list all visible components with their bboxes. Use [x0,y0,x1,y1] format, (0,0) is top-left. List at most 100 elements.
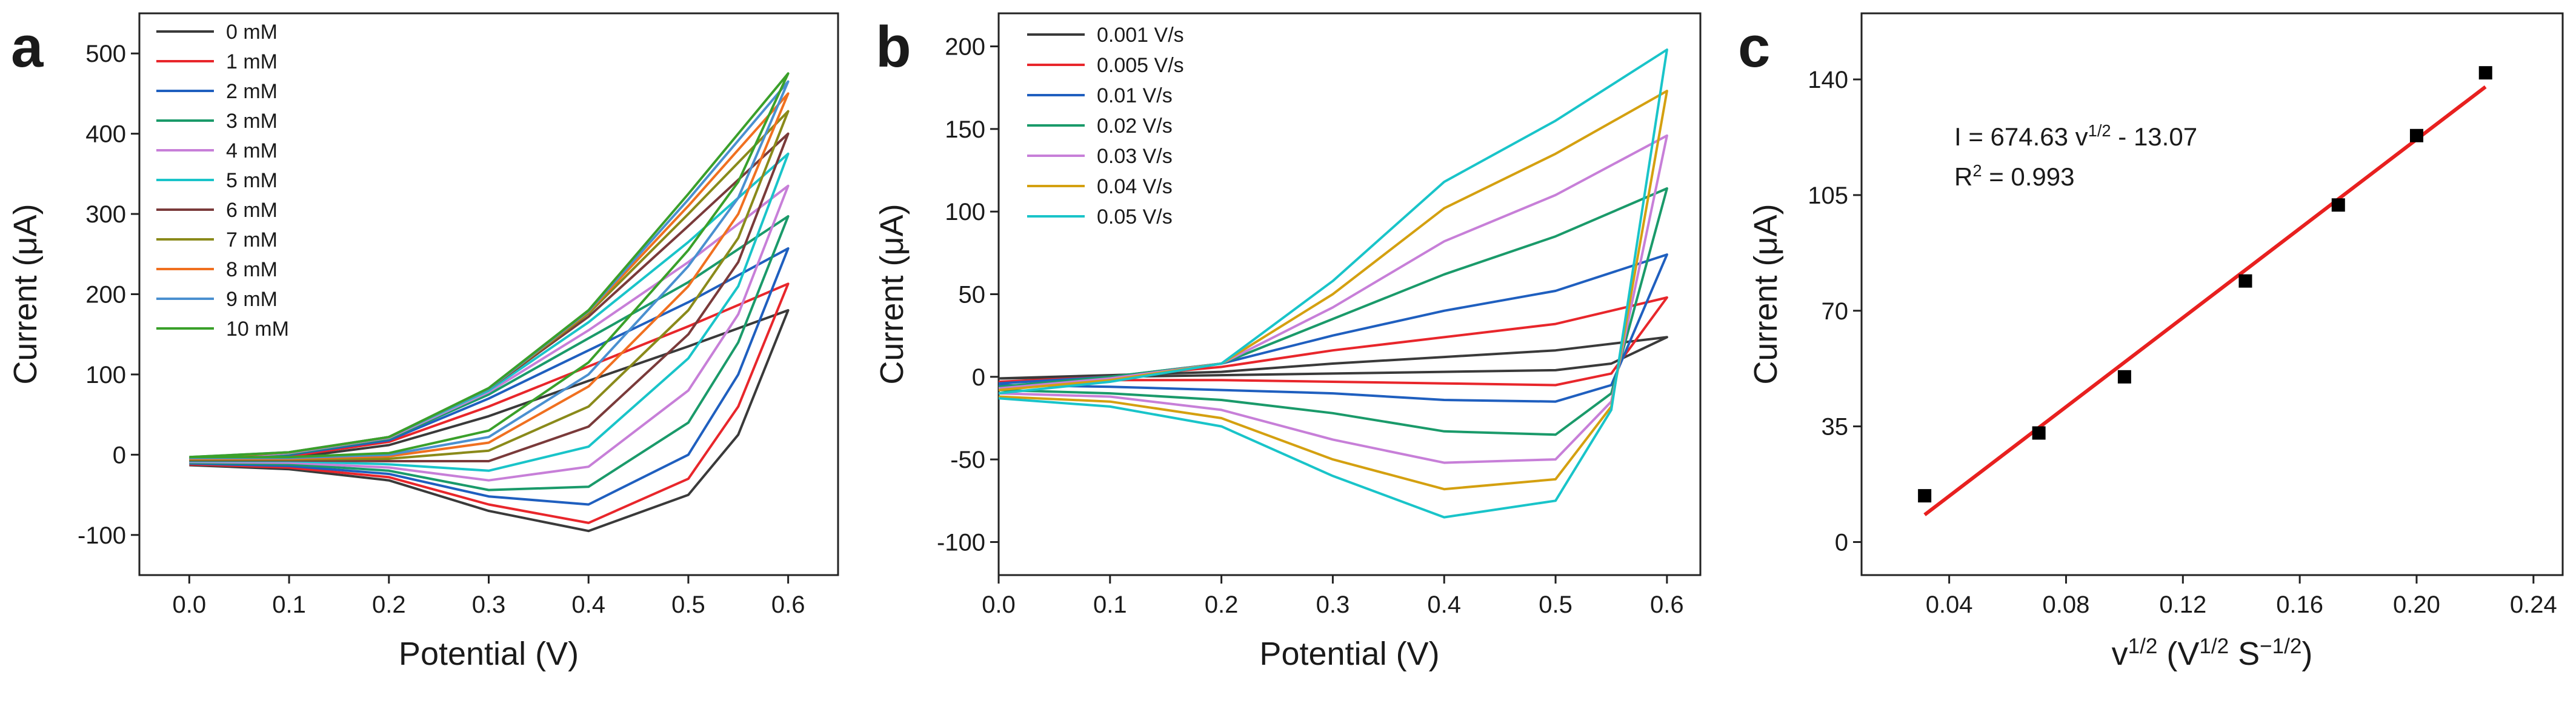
cv-curve [998,187,1668,436]
data-point [2478,66,2492,80]
y-tick-label: 400 [85,121,126,148]
cv-curve [189,152,790,472]
y-tick-label: -100 [78,522,126,549]
cv-curve [189,309,790,533]
legend-label: 0.03 V/s [1097,145,1173,168]
cv-curve [998,336,1668,380]
x-axis-label: v1/2 (V1/2 S−1/2) [2112,634,2313,673]
x-tick-label: 0.24 [2510,591,2557,618]
x-tick-label: 0.16 [2276,591,2323,618]
x-axis-label-part: S [2229,636,2260,672]
fit-line [1923,85,2487,516]
legend-label: 9 mM [226,288,278,311]
y-axis-label: Current (μA) [7,204,44,384]
annotation: R2 = 0.993 [1954,161,2075,191]
legend-label: 5 mM [226,169,278,192]
y-tick-label: 500 [85,41,126,67]
x-tick-label: 0.0 [173,591,207,618]
annotation-part: 2 [1972,161,1982,180]
x-tick-label: 0.4 [1427,591,1461,618]
y-tick-label: -100 [937,529,985,556]
legend-label: 0.005 V/s [1097,54,1184,77]
data-point [1918,489,1932,503]
x-axis-label-part: (V [2157,636,2199,672]
x-tick-label: 0.12 [2159,591,2206,618]
legend-label: 8 mM [226,258,278,281]
y-tick-label: 300 [85,201,126,228]
x-axis-label-part: 1/2 [2199,634,2229,658]
legend-label: 2 mM [226,80,278,103]
x-tick-label: 0.5 [1539,591,1573,618]
legend-label: 0.001 V/s [1097,24,1184,47]
panel-letter: c [1738,15,1770,79]
annotation-part: - 13.07 [2111,122,2197,151]
legend-label: 0.05 V/s [1097,205,1173,228]
x-axis-label: Potential (V) [1259,636,1439,672]
legend-label: 10 mM [226,318,289,341]
legend-label: 6 mM [226,199,278,222]
y-tick-label: 200 [945,34,985,61]
y-tick-label: 200 [85,282,126,308]
x-tick-label: 0.1 [1093,591,1127,618]
annotation-part: = 0.993 [1982,162,2075,191]
y-tick-label: 70 [1822,298,1849,325]
data-point [2117,370,2131,384]
y-tick-label: 35 [1822,414,1849,441]
panel-letter: b [876,15,911,79]
y-tick-label: 0 [1835,529,1848,556]
annotation: I = 674.63 v1/2 - 13.07 [1954,121,2197,151]
legend-label: 3 mM [226,110,278,133]
x-tick-label: 0.5 [671,591,705,618]
data-point [2409,128,2423,142]
x-axis-label-part: ) [2301,636,2312,672]
y-tick-label: 100 [85,362,126,388]
annotation-part: R [1954,162,1972,191]
cv-curve [189,72,790,459]
cv-curve [998,296,1668,387]
x-tick-label: 0.04 [1926,591,1973,618]
x-tick-label: 0.08 [2043,591,2090,618]
data-point [2238,274,2252,288]
x-tick-label: 0.6 [771,591,805,618]
x-tick-label: 0.2 [1205,591,1239,618]
y-tick-label: 140 [1808,67,1848,93]
annotation-part: 1/2 [2088,121,2111,140]
cv-curve [998,90,1668,491]
legend-label: 0.02 V/s [1097,115,1173,138]
plot-frame [1860,12,2564,576]
y-axis-label: Current (μA) [874,204,910,384]
x-tick-label: 0.3 [472,591,506,618]
cv-curve [998,253,1668,403]
y-tick-label: 0 [113,442,126,468]
y-tick-label: 0 [972,364,985,391]
x-axis-label-part: −1/2 [2260,634,2301,658]
x-tick-label: 0.4 [571,591,605,618]
x-axis-label-part: 1/2 [2128,634,2158,658]
annotation-part: I = 674.63 v [1954,122,2088,151]
cv-curve [998,134,1668,464]
y-tick-label: 100 [945,199,985,225]
legend-label: 4 mM [226,139,278,162]
cv-curve [189,247,790,506]
x-tick-label: 0.0 [982,591,1016,618]
x-tick-label: 0.6 [1650,591,1684,618]
cv-curve [998,48,1668,519]
legend-label: 0.04 V/s [1097,175,1173,198]
legend-label: 7 mM [226,228,278,251]
y-tick-label: -50 [950,447,985,473]
data-point [2331,198,2345,212]
data-point [2032,426,2046,440]
x-axis-label-part: v [2112,636,2128,672]
y-tick-label: 150 [945,116,985,143]
x-tick-label: 0.2 [372,591,406,618]
panel-letter: a [11,15,44,79]
cv-curve [189,215,790,491]
legend-label: 0 mM [226,21,278,44]
y-tick-label: 50 [959,282,986,308]
x-tick-label: 0.1 [272,591,306,618]
x-tick-label: 0.3 [1316,591,1350,618]
y-tick-label: 105 [1808,182,1848,209]
legend-label: 0.01 V/s [1097,84,1173,107]
y-axis-label: Current (μA) [1748,204,1784,384]
